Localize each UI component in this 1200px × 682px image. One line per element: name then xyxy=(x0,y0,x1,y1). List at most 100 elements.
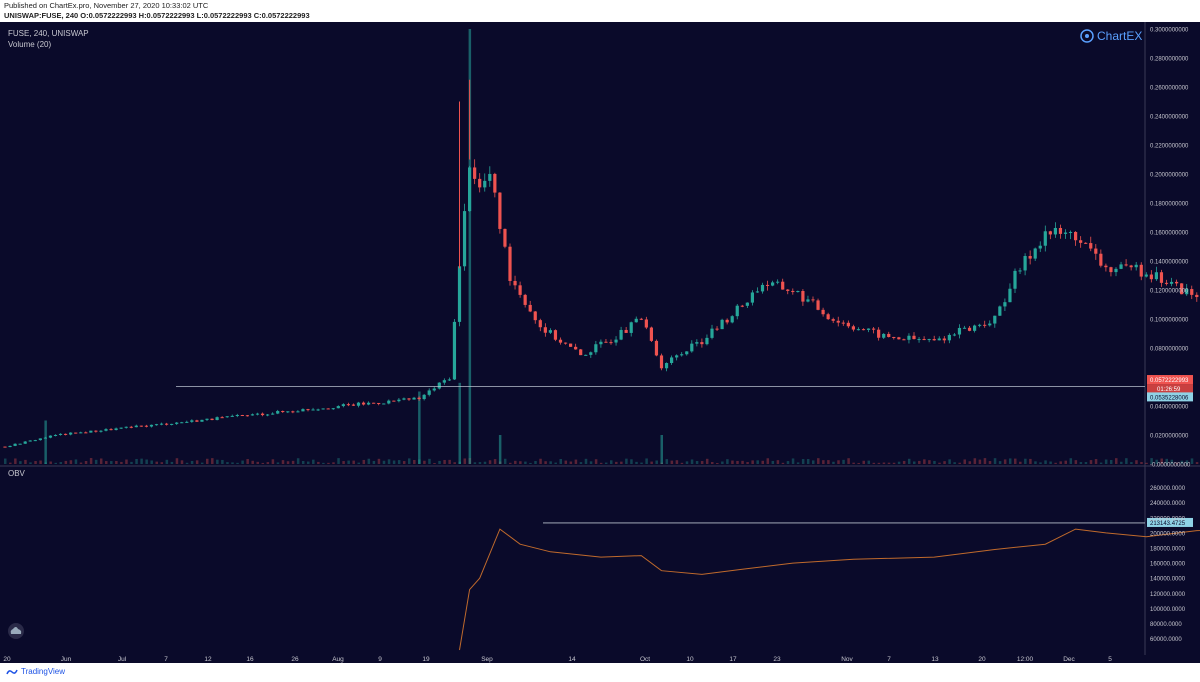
price-tick-label: 0.2200000000 xyxy=(1150,144,1189,150)
volume-bar xyxy=(281,460,285,464)
volume-bar xyxy=(1094,459,1098,464)
time-tick-label: 17 xyxy=(729,656,737,663)
volume-bar xyxy=(84,460,88,464)
candle-body xyxy=(664,363,669,369)
volume-bar xyxy=(110,461,113,464)
candle-body xyxy=(579,349,583,356)
candle-body xyxy=(1028,256,1032,259)
candle-body xyxy=(109,429,113,431)
candle-body xyxy=(715,328,719,330)
volume-bar xyxy=(791,458,795,464)
volume-bar xyxy=(190,460,194,464)
volume-bar xyxy=(695,461,699,464)
volume-bar xyxy=(342,461,345,464)
candle-body xyxy=(558,339,563,343)
volume-bar xyxy=(887,462,891,464)
candle-body xyxy=(306,409,310,411)
candle-body xyxy=(154,424,159,426)
candle-body xyxy=(94,430,98,432)
volume-bar xyxy=(685,461,689,464)
volume-bar xyxy=(796,462,800,464)
volume-bar xyxy=(135,458,138,464)
price-tick-label: 0.0400000000 xyxy=(1150,405,1189,411)
candle-body xyxy=(659,355,664,369)
candle-body xyxy=(427,390,431,395)
volume-bar xyxy=(705,458,709,464)
candle-body xyxy=(877,329,881,338)
tradingview-footer[interactable]: TradingView xyxy=(6,667,65,676)
candle-body xyxy=(1159,272,1164,283)
volume-bar xyxy=(801,459,805,464)
candle-body xyxy=(988,323,992,326)
candle-body xyxy=(1164,282,1169,284)
volume-bar xyxy=(362,459,366,464)
volume-bar xyxy=(519,461,522,464)
volume-bar xyxy=(690,459,694,464)
candle-body xyxy=(1008,288,1012,303)
main-pane-title: FUSE, 240, UNISWAP xyxy=(8,29,89,38)
candle-body xyxy=(437,382,441,389)
candle-body xyxy=(200,419,204,422)
candle-body xyxy=(139,425,143,427)
volume-bar xyxy=(1135,460,1138,464)
candle-body xyxy=(796,291,800,293)
candle-body xyxy=(53,434,58,436)
volume-bar xyxy=(1059,461,1062,464)
price-tick-label: 0.0800000000 xyxy=(1150,347,1189,353)
candle-body xyxy=(851,326,855,330)
price-tick-label: 0.3000000000 xyxy=(1150,28,1189,34)
volume-bar xyxy=(34,461,37,464)
candle-body xyxy=(1144,274,1148,277)
volume-bar xyxy=(892,462,896,464)
volume-bar xyxy=(105,461,108,464)
candle-body xyxy=(745,302,749,306)
obv-tick-label: 180000.0000 xyxy=(1150,547,1186,553)
volume-bar xyxy=(251,460,254,464)
volume-bar xyxy=(392,460,396,464)
volume-bar xyxy=(1104,459,1108,464)
candle-body xyxy=(235,415,239,417)
volume-bar xyxy=(680,462,684,464)
candle-body xyxy=(680,354,684,356)
volume-bar xyxy=(332,462,335,464)
candle-body xyxy=(503,228,507,247)
time-tick-label: 5 xyxy=(1108,656,1112,663)
candle-body xyxy=(791,290,795,293)
chart-background xyxy=(0,22,1145,655)
candle-body xyxy=(508,246,512,281)
time-tick-label: Jul xyxy=(118,656,127,663)
chart-canvas[interactable]: 213143.4725 260000.0000 240000.0000 220000.… xyxy=(0,22,1200,663)
volume-bar xyxy=(1160,458,1163,464)
volume-bar xyxy=(1150,458,1153,464)
candle-body xyxy=(422,394,426,400)
volume-bar xyxy=(918,460,921,464)
time-tick-label: 20 xyxy=(978,656,986,663)
volume-bar xyxy=(958,462,961,464)
candle-body xyxy=(1195,294,1199,298)
candle-body xyxy=(69,432,73,435)
time-tick-label: 10 xyxy=(686,656,694,663)
time-tick-label: 14 xyxy=(568,656,576,663)
volume-bar xyxy=(610,460,613,464)
settings-badge[interactable] xyxy=(8,623,24,639)
candle-body xyxy=(543,327,547,333)
candle-body xyxy=(351,404,356,406)
candle-body xyxy=(377,402,381,404)
volume-bar xyxy=(180,460,184,464)
candle-body xyxy=(614,339,618,343)
candle-body xyxy=(341,404,345,407)
candle-body xyxy=(255,413,260,415)
price-tick-label: 0.2000000000 xyxy=(1150,173,1189,179)
candle-body xyxy=(892,336,896,338)
candle-body xyxy=(144,425,148,427)
candle-body xyxy=(180,422,184,424)
candle-body xyxy=(942,338,946,341)
candle-body xyxy=(195,420,199,422)
volume-bar xyxy=(448,459,451,464)
volume-bar xyxy=(726,459,729,464)
volume-bar xyxy=(832,461,835,464)
volume-bar xyxy=(1084,462,1088,464)
time-tick-label: 12:00 xyxy=(1017,656,1034,663)
volume-bar xyxy=(9,462,12,464)
volume-bar xyxy=(1003,459,1007,464)
